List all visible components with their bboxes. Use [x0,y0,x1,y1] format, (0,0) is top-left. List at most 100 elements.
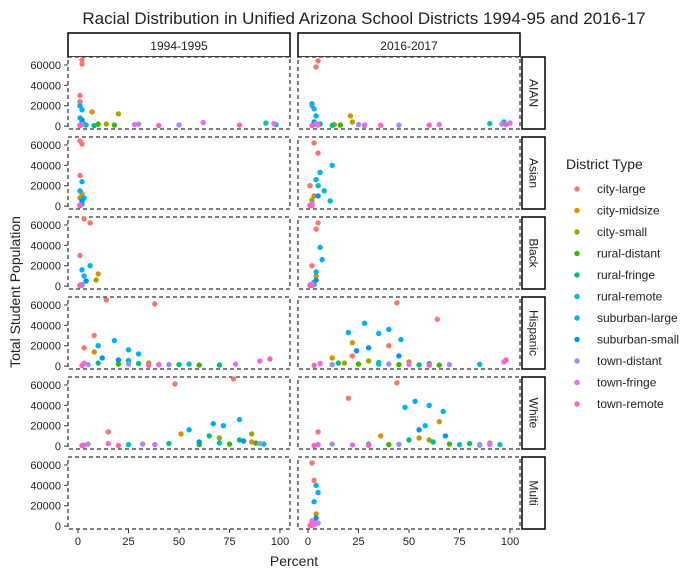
data-point [315,183,321,189]
data-point [477,441,483,448]
data-point [263,120,269,126]
data-point [313,176,319,183]
data-point [77,103,83,109]
data-point [77,122,83,129]
x-tick-label: 100 [501,536,519,548]
data-point [166,361,172,368]
data-point [232,361,239,367]
data-point [176,122,182,128]
y-tick-label: 60000 [30,60,61,72]
data-point [315,220,321,226]
data-point [315,150,321,156]
data-point [307,183,313,189]
data-point [77,99,83,105]
x-axis-label: Percent [270,553,318,569]
data-point [329,441,335,447]
data-point [99,355,105,361]
data-point [442,433,449,439]
data-point [135,351,142,357]
row-strip-label: Hispanic [527,310,541,356]
data-point [89,109,95,115]
data-point [307,202,313,209]
row-strip [521,56,546,130]
data-point [436,419,442,425]
column-strip-label: 2016-2017 [380,39,438,53]
legend-key [574,379,580,386]
data-point [77,202,83,209]
data-point [355,361,362,367]
y-tick-label: 60000 [30,380,61,392]
y-tick-label: 0 [55,121,61,133]
data-point [499,121,505,127]
y-tick-label: 40000 [30,320,61,332]
y-tick-label: 20000 [30,501,61,513]
data-point [487,441,493,447]
facet-panel-border [67,456,291,530]
data-point [249,431,255,437]
data-point [152,301,158,307]
data-point [365,358,372,364]
data-point [115,442,122,449]
legend-entry-label: town-distant [597,354,662,368]
data-point [378,122,384,128]
data-point [226,441,233,447]
data-point [216,362,223,368]
data-point [503,121,509,128]
data-point [416,427,422,433]
data-point [386,326,392,333]
legend-key [574,272,580,278]
legend-key [574,250,580,257]
data-point [135,360,142,367]
data-point [430,439,436,445]
data-point [349,340,356,346]
data-point [95,271,101,277]
legend-entry-label: rural-fringe [597,268,655,282]
data-point [436,121,442,128]
data-point [91,349,97,355]
data-point [341,360,348,366]
facet-panel-border [297,56,521,130]
data-point [456,441,463,448]
x-tick-label: 25 [352,536,364,548]
data-point [361,320,368,326]
data-point [81,273,87,279]
facet-panel-border [297,376,521,450]
y-tick-label: 20000 [30,101,61,113]
data-point [309,460,315,466]
data-point [434,316,440,322]
data-point [313,269,319,275]
data-point [386,441,392,448]
data-point [446,361,453,368]
facet-panels: 1994-1995 2016-2017 AIAN 0 20000 40000 60000 As… [30,32,546,548]
data-point [81,216,87,222]
y-tick-label: 60000 [30,460,61,472]
data-point [487,120,493,127]
data-point [83,278,89,284]
legend-key [574,229,580,235]
y-tick-label: 20000 [30,421,61,433]
data-point [156,361,162,368]
data-point [105,440,112,447]
facet-panel-border [67,136,291,210]
legend: District Type city-large city-midsize city… [566,156,679,411]
data-point [315,122,321,128]
x-tick-label: 75 [223,536,235,548]
row-strip [521,136,546,210]
data-point [329,361,335,368]
row-strip-label: Multi [527,480,541,505]
y-tick-label: 40000 [30,240,61,252]
facet-panel-border [67,376,291,450]
data-point [309,522,315,528]
legend-key [574,358,580,364]
data-point [329,162,335,169]
data-point [79,117,85,123]
data-point [87,220,93,226]
data-point [406,437,412,443]
data-point [271,120,277,127]
data-point [176,361,182,368]
data-point [309,122,315,129]
data-point [436,362,442,368]
chart-title: Racial Distribution in Unified Arizona S… [82,9,645,28]
data-point [216,440,223,446]
